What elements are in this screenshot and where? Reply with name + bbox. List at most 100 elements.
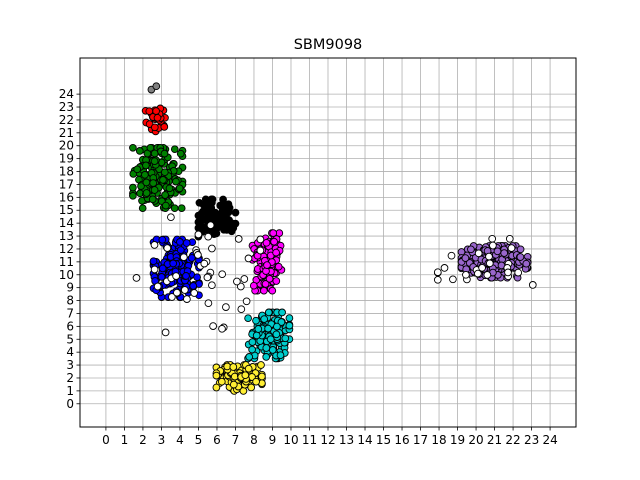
scatter-point-cluster-3 — [189, 282, 198, 290]
y-tick-label: 17 — [59, 177, 74, 191]
y-tick-label: 0 — [66, 397, 74, 411]
x-tick-label: 12 — [320, 433, 335, 447]
scatter-point-cluster-8 — [244, 254, 253, 263]
scatter-point-cluster-8 — [150, 241, 159, 249]
scatter-point-cluster-8 — [183, 295, 191, 303]
scatter-point-cluster-9 — [433, 275, 442, 284]
scatter-point-cluster-1 — [129, 183, 137, 192]
y-tick-label: 8 — [66, 294, 74, 308]
y-tick-label: 18 — [59, 165, 74, 179]
scatter-point-cluster-2 — [222, 208, 230, 217]
x-tick-label: 11 — [302, 433, 317, 447]
scatter-point-cluster-6 — [217, 377, 226, 386]
scatter-point-cluster-5 — [268, 346, 277, 354]
x-tick-label: 7 — [232, 433, 240, 447]
scatter-point-cluster-8 — [194, 251, 202, 259]
scatter-point-cluster-1 — [142, 178, 151, 187]
scatter-point-cluster-4 — [269, 229, 278, 237]
scatter-point-cluster-8 — [222, 303, 230, 311]
scatter-point-cluster-8 — [132, 274, 141, 282]
scatter-point-cluster-4 — [262, 238, 271, 247]
scatter-point-cluster-5 — [252, 331, 261, 340]
scatter-point-cluster-6 — [212, 383, 221, 392]
scatter-point-cluster-4 — [249, 281, 258, 290]
scatter-point-cluster-6 — [247, 383, 256, 392]
scatter-point-cluster-9 — [485, 252, 493, 261]
scatter-point-cluster-9 — [488, 234, 497, 243]
scatter-point-cluster-8 — [204, 232, 213, 241]
scatter-point-cluster-8 — [153, 282, 162, 291]
x-tick-label: 18 — [431, 433, 446, 447]
scatter-point-cluster-5 — [266, 335, 275, 344]
scatter-point-cluster-9 — [507, 244, 516, 252]
y-tick-label: 3 — [66, 358, 74, 372]
scatter-point-cluster-5 — [264, 324, 272, 333]
scatter-point-cluster-9 — [485, 259, 494, 268]
scatter-point-cluster-4 — [274, 262, 283, 271]
scatter-point-cluster-5 — [278, 308, 286, 317]
x-tick-label: 0 — [102, 433, 110, 447]
y-tick-label: 24 — [59, 87, 74, 101]
x-tick-label: 17 — [413, 433, 428, 447]
scatter-point-cluster-2 — [222, 226, 231, 234]
scatter-point-cluster-6 — [229, 363, 238, 371]
scatter-point-cluster-0 — [152, 107, 160, 115]
x-tick-label: 5 — [195, 433, 203, 447]
scatter-point-cluster-1 — [138, 204, 147, 213]
scatter-point-cluster-7 — [493, 247, 502, 256]
scatter-point-cluster-5 — [264, 308, 273, 317]
scatter-point-cluster-8 — [161, 328, 170, 337]
scatter-point-cluster-2 — [206, 197, 215, 206]
scatter-point-cluster-1 — [149, 179, 158, 187]
scatter-point-cluster-8 — [206, 221, 215, 230]
scatter-point-cluster-9 — [474, 249, 483, 258]
y-tick-label: 11 — [59, 255, 74, 269]
scatter-point-cluster-7 — [516, 253, 525, 261]
scatter-point-cluster-2 — [194, 211, 203, 220]
x-tick-label: 9 — [269, 433, 277, 447]
scatter-point-cluster-3 — [149, 257, 158, 266]
x-tick-label: 16 — [394, 433, 409, 447]
scatter-point-cluster-3 — [157, 273, 166, 281]
x-tick-label: 19 — [450, 433, 465, 447]
scatter-point-cluster-3 — [182, 272, 190, 280]
x-tick-label: 24 — [542, 433, 557, 447]
scatter-point-cluster-2 — [231, 208, 240, 217]
scatter-point-cluster-1 — [161, 191, 169, 199]
y-tick-label: 13 — [59, 229, 74, 243]
scatter-point-cluster-8 — [209, 322, 217, 330]
scatter-point-cluster-1 — [150, 157, 159, 166]
scatter-point-cluster-1 — [170, 204, 179, 213]
scatter-point-cluster-3 — [158, 235, 167, 244]
scatter-point-cluster-1 — [137, 182, 145, 190]
scatter-point-cluster-9 — [478, 263, 486, 272]
x-tick-label: 13 — [339, 433, 354, 447]
y-tick-label: 7 — [66, 306, 74, 320]
scatter-point-cluster-6 — [258, 372, 266, 381]
scatter-point-cluster-8 — [208, 244, 216, 253]
scatter-point-cluster-7 — [522, 259, 531, 268]
scatter-point-cluster-7 — [500, 249, 509, 257]
scatter-point-cluster-0 — [153, 113, 162, 122]
x-tick-label: 20 — [468, 433, 483, 447]
scatter-point-cluster-8 — [167, 213, 175, 222]
scatter-point-cluster-6 — [244, 364, 253, 373]
y-tick-label: 1 — [66, 384, 74, 398]
scatter-point-cluster-1 — [141, 170, 149, 179]
scatter-point-cluster-8 — [208, 281, 216, 290]
x-tick-label: 8 — [250, 433, 258, 447]
scatter-point-cluster-1 — [159, 176, 167, 184]
scatter-point-cluster-8 — [150, 265, 159, 274]
scatter-point-cluster-4 — [272, 248, 280, 257]
scatter-point-cluster-4 — [268, 286, 277, 295]
scatter-point-cluster-3 — [176, 246, 185, 254]
scatter-point-cluster-8 — [240, 275, 249, 283]
scatter-point-cluster-5 — [262, 353, 271, 361]
y-tick-label: 15 — [59, 203, 74, 217]
scatter-point-cluster-5 — [245, 353, 254, 361]
scatter-point-cluster-1 — [175, 184, 184, 193]
scatter-point-cluster-5 — [272, 330, 281, 339]
scatter-point-cluster-2 — [203, 206, 212, 215]
